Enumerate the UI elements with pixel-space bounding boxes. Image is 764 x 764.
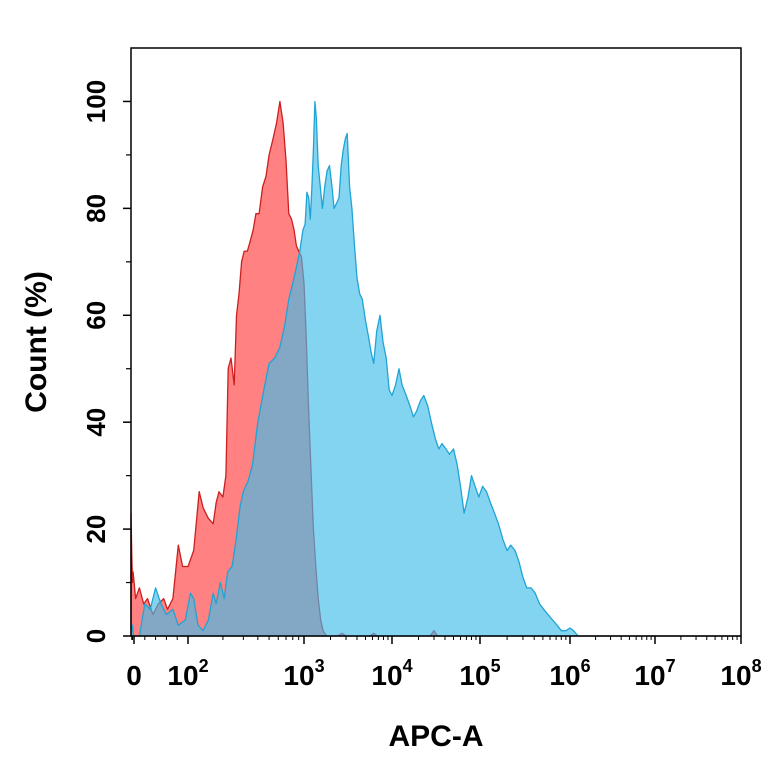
histogram-series-2	[130, 100, 742, 637]
x-tick-label: 106	[549, 656, 590, 691]
x-axis-label: APC-A	[389, 720, 484, 753]
x-axis-ticks: 0 102 103 104 105 106 107 108	[126, 636, 762, 691]
y-axis-label: Count (%)	[20, 271, 53, 413]
plot-frame	[130, 47, 742, 637]
y-tick-label: 20	[81, 515, 111, 544]
x-tick-label: 102	[167, 656, 208, 691]
y-tick-label: 0	[81, 629, 111, 643]
y-tick-label: 40	[81, 408, 111, 437]
y-tick-label: 80	[81, 194, 111, 223]
y-tick-label: 60	[81, 301, 111, 330]
x-tick-label: 104	[371, 656, 412, 691]
x-tick-label: 108	[720, 656, 761, 691]
y-axis-ticks: 0 20 40 60 80 100	[81, 80, 131, 643]
histogram-areas	[130, 100, 742, 637]
x-tick-label: 105	[459, 656, 500, 691]
x-tick-label: 103	[283, 656, 324, 691]
y-tick-label: 100	[81, 80, 111, 123]
x-tick-label: 107	[634, 656, 675, 691]
x-tick-label: 0	[126, 660, 142, 691]
